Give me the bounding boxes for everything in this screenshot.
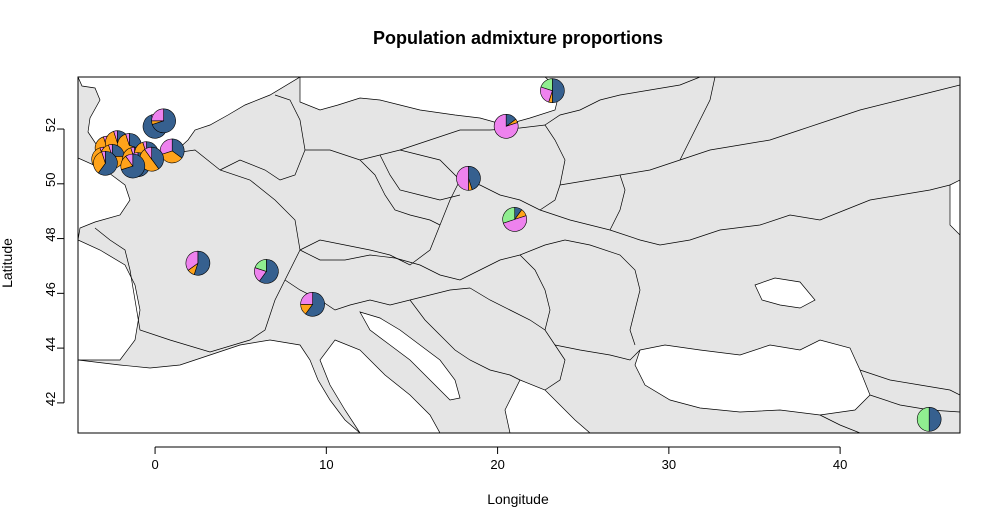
y-axis: 42 44 46 48 50 52 (43, 118, 65, 406)
admixture-pie (120, 153, 146, 179)
pie-slice (540, 78, 553, 92)
pie-slice (502, 215, 527, 232)
adriatic-sea (359, 311, 461, 401)
x-tick-label: 10 (319, 457, 333, 472)
admixture-pie (300, 291, 325, 317)
y-tick-label: 52 (43, 118, 58, 132)
admixture-pie (540, 78, 565, 103)
pie-layer (91, 78, 942, 432)
pie-slice (456, 166, 469, 191)
admixture-pie (185, 250, 211, 276)
pie-slice (97, 150, 118, 176)
caspian-sea (949, 179, 960, 236)
x-tick-label: 0 (151, 457, 158, 472)
y-tick-label: 48 (43, 227, 58, 241)
admixture-pie (254, 259, 279, 284)
admixture-pie (916, 407, 942, 432)
page-title: Population admixture proportions (372, 28, 663, 48)
aegean-sea (504, 379, 591, 433)
pie-slice (113, 130, 118, 143)
sea-areas (78, 77, 960, 433)
mediterranean-west (78, 339, 361, 433)
pie-slice (916, 407, 930, 432)
admixture-pie (456, 166, 481, 191)
x-tick-label: 20 (490, 457, 504, 472)
admixture-pie (493, 113, 519, 139)
x-tick-label: 30 (662, 457, 676, 472)
pie-slice (928, 407, 942, 432)
pie-slice (468, 166, 481, 191)
admixture-pie (151, 108, 176, 134)
pie-slice (305, 291, 325, 317)
y-tick-label: 42 (43, 392, 58, 406)
x-axis: 0 10 20 30 40 (151, 446, 847, 472)
english-channel-atlantic (78, 157, 131, 241)
country-borders (94, 77, 960, 433)
pie-slice (151, 108, 164, 122)
pie-slice (300, 291, 313, 305)
admixture-pie (93, 150, 118, 176)
pie-slice (502, 207, 516, 224)
pie-slice (552, 78, 565, 103)
pie-slice (125, 153, 134, 167)
plot-border (77, 76, 961, 434)
pie-slice (254, 259, 267, 272)
admixture-pie (502, 207, 527, 232)
pie-slice (493, 113, 519, 139)
bay-of-biscay (78, 239, 141, 361)
pie-slice (171, 138, 185, 159)
y-tick-label: 50 (43, 173, 58, 187)
pie-slice (151, 146, 164, 170)
pie-slice (101, 150, 106, 164)
y-tick-label: 44 (43, 337, 58, 351)
pie-slice (125, 133, 130, 146)
pie-slice (93, 151, 106, 174)
pie-slice (258, 259, 279, 284)
pie-slice (185, 250, 199, 271)
x-tick-label: 40 (833, 457, 847, 472)
sea-of-azov (754, 277, 816, 309)
y-tick-label: 46 (43, 282, 58, 296)
tyrrhenian-sea (319, 339, 441, 433)
plot-area (78, 77, 960, 433)
x-axis-label: Longitude (487, 491, 549, 507)
pie-slice (144, 146, 152, 161)
